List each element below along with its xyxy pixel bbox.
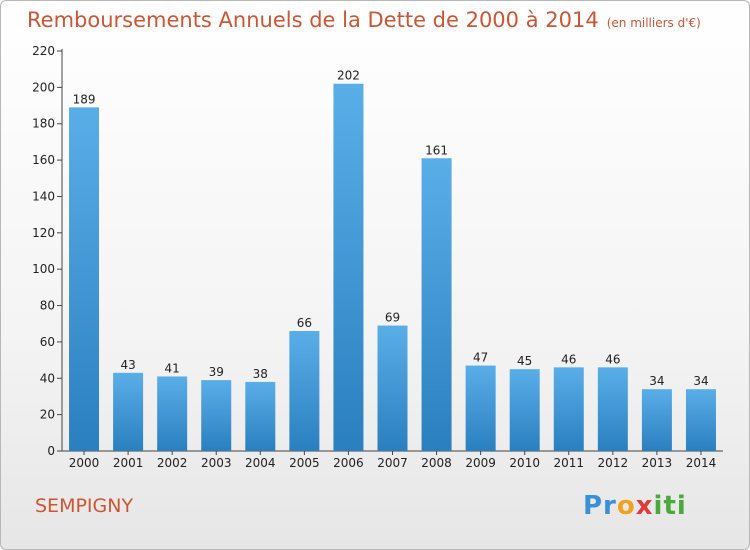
data-label: 34 [649,374,664,388]
x-tick-label: 2007 [377,456,408,470]
x-tick-label: 2012 [598,456,629,470]
x-tick-label: 2002 [157,456,188,470]
bar [245,381,276,451]
data-label: 47 [473,351,488,365]
x-tick-label: 2008 [421,456,452,470]
data-label: 38 [253,367,268,381]
y-tick-label: 140 [32,189,55,203]
bars [69,83,716,452]
bar [597,367,628,451]
proxiti-logo: Proxiti [583,491,687,521]
y-tick-label: 20 [40,408,55,422]
bar [465,365,496,451]
bar [289,331,320,451]
data-label: 161 [425,143,448,157]
data-label: 46 [605,352,620,366]
y-tick-label: 60 [40,335,55,349]
data-label: 69 [385,311,400,325]
y-tick-label: 40 [40,371,55,385]
x-tick-label: 2004 [245,456,276,470]
x-tick-label: 2000 [69,456,100,470]
axes: 0 20 40 60 80 100 120 140 160 180 200 220 2000 2001 20… [32,44,723,470]
data-label: 41 [165,361,180,375]
chart-title: Remboursements Annuels de la Dette de 20… [27,8,599,32]
data-label: 34 [693,374,708,388]
chart-unit: (en milliers d'€) [606,16,701,30]
y-tick-label: 0 [47,444,55,458]
y-tick-label: 120 [32,226,55,240]
x-tick-label: 2011 [553,456,584,470]
y-tick-label: 200 [32,80,55,94]
data-label: 45 [517,354,532,368]
y-tick-label: 80 [40,299,55,313]
y-tick-label: 100 [32,262,55,276]
bar [113,372,144,451]
x-tick-label: 2003 [201,456,232,470]
data-label: 39 [209,365,224,379]
title-row: Remboursements Annuels de la Dette de 20… [27,8,701,32]
x-tick-label: 2009 [465,456,496,470]
bar [157,376,188,451]
data-labels: 189 43 41 39 38 66 202 69 161 47 45 46 46 34 34 [73,69,709,388]
data-label: 46 [561,352,576,366]
y-tick-label: 220 [32,44,55,58]
x-tick-label: 2005 [289,456,320,470]
data-label: 202 [337,69,360,83]
x-tick-label: 2010 [509,456,540,470]
x-tick-label: 2006 [333,456,364,470]
bar [333,83,364,452]
bar [685,389,716,451]
bar [201,380,232,451]
x-tick-label: 2001 [113,456,144,470]
bar [509,369,540,451]
x-tick-label: 2014 [686,456,717,470]
data-label: 43 [120,358,135,372]
y-tick-label: 160 [32,153,55,167]
y-tick-label: 180 [32,117,55,131]
data-label: 66 [297,316,312,330]
bar [377,325,408,451]
bar [421,158,452,452]
bar [641,389,672,451]
x-tick-label: 2013 [642,456,673,470]
data-label: 189 [73,92,96,106]
commune-name: SEMPIGNY [35,495,134,517]
bar [69,107,100,451]
bar [553,367,584,451]
